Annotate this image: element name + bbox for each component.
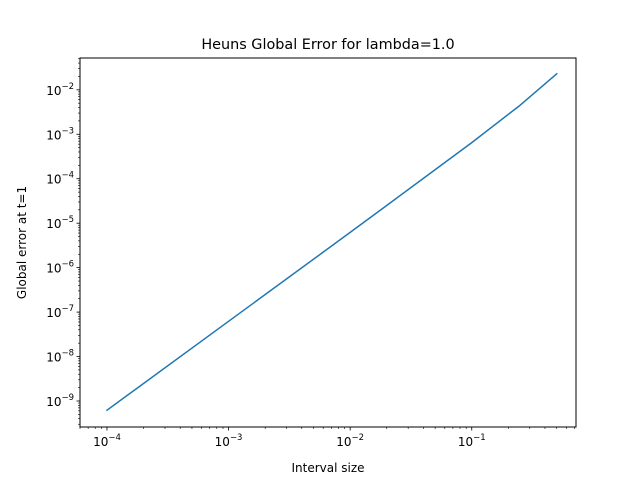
y-tick-label: 10−4 [46,171,74,187]
x-tick-label: 10−2 [336,433,364,449]
y-tick-label: 10−3 [46,126,74,142]
y-tick-label: 10−2 [46,82,74,98]
y-axis-label: Global error at t=1 [15,186,29,299]
series-line-0 [105,72,558,412]
y-tick-label: 10−5 [46,215,74,231]
y-tick-label: 10−9 [46,393,74,409]
chart-title: Heuns Global Error for lambda=1.0 [201,37,454,53]
axis-ticks: 10−4 10−3 10−2 10−1 10−9 10−8 10−7 10−6 10−5 10−4… [46,58,575,449]
x-tick-label: 10−1 [458,433,486,449]
x-tick-label: 10−4 [93,433,121,449]
plot-area [105,72,558,412]
y-tick-label: 10−8 [46,349,74,365]
y-tick-label: 10−7 [46,304,74,320]
y-tick-label: 10−6 [46,260,74,276]
x-tick-label: 10−3 [215,433,243,449]
axes-frame [79,57,577,428]
x-axis-label: Interval size [291,461,364,475]
